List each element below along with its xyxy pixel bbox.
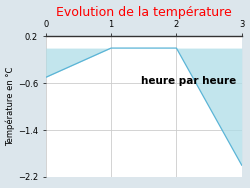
Text: heure par heure: heure par heure (141, 76, 236, 86)
Y-axis label: Température en °C: Température en °C (6, 67, 15, 146)
Title: Evolution de la température: Evolution de la température (56, 6, 232, 19)
